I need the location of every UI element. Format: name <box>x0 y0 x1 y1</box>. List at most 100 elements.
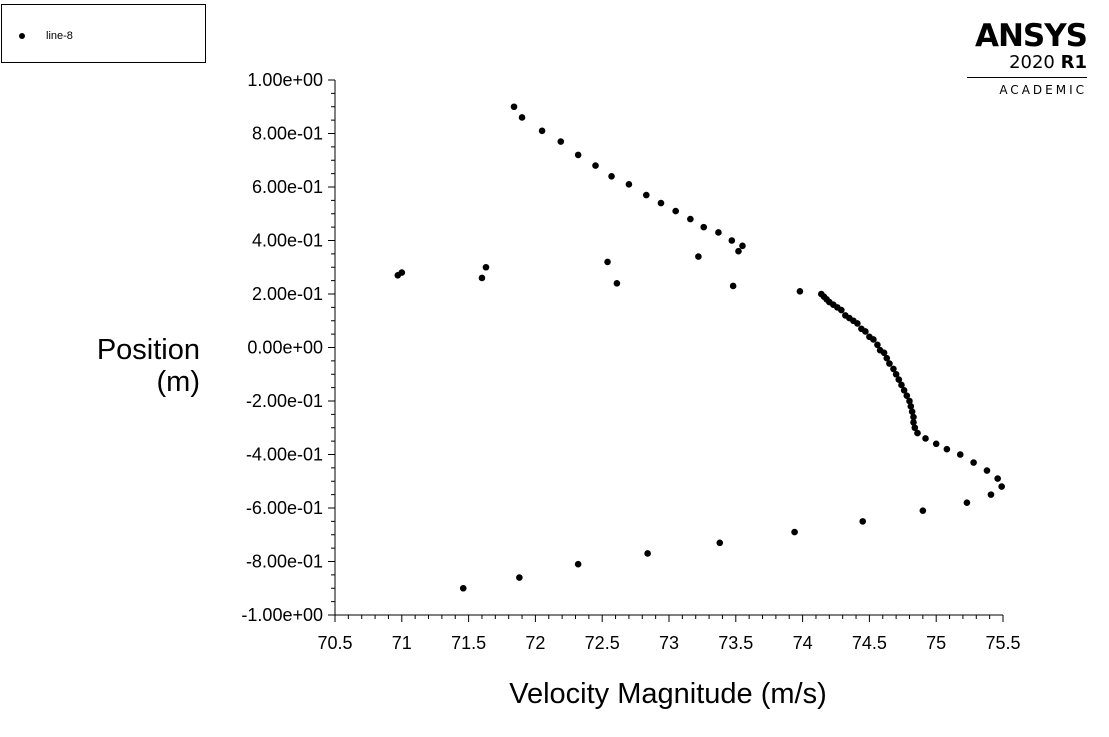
data-point <box>859 518 867 525</box>
data-point <box>932 440 940 448</box>
data-point <box>943 445 951 453</box>
x-tick-label: 74.5 <box>852 633 887 653</box>
y-tick-label: -6.00e-01 <box>246 498 323 518</box>
data-point <box>910 413 917 421</box>
data-point <box>657 199 665 207</box>
data-point <box>538 127 546 135</box>
data-point <box>914 429 921 437</box>
data-point <box>516 574 523 581</box>
x-tick-label: 73 <box>659 633 679 653</box>
data-points <box>394 103 1005 592</box>
data-point <box>478 274 486 282</box>
x-tick-label: 72.5 <box>585 633 620 653</box>
y-tick-label: -1.00e+00 <box>241 605 323 625</box>
y-axis-title-line1: Position <box>97 334 200 366</box>
logo-release: R1 <box>1060 52 1087 73</box>
data-point <box>672 207 679 215</box>
data-point <box>880 349 888 357</box>
x-tick-label: 71.5 <box>451 633 486 653</box>
data-point <box>922 435 929 442</box>
data-point <box>791 528 798 536</box>
y-tick-label: 2.00e-01 <box>252 284 323 304</box>
x-tick-label: 74 <box>793 633 813 653</box>
data-point <box>998 483 1005 490</box>
data-point <box>838 306 845 314</box>
data-point <box>574 151 582 159</box>
data-point <box>874 341 881 349</box>
data-point <box>796 288 804 295</box>
data-point <box>728 237 736 244</box>
data-point <box>903 392 911 399</box>
legend-marker-icon <box>19 33 25 39</box>
data-point <box>625 181 633 188</box>
data-point <box>604 258 611 266</box>
logo-version: 2020 R1 <box>967 52 1087 78</box>
data-point <box>892 370 900 378</box>
data-point <box>459 584 467 592</box>
logo-version-year: 2020 <box>1009 52 1055 73</box>
data-point <box>956 451 964 458</box>
data-point <box>574 560 582 568</box>
y-axis-title-line2: (m) <box>157 366 200 398</box>
data-point <box>963 499 971 506</box>
logo-edition: ACADEMIC <box>999 83 1087 97</box>
data-point <box>398 269 406 276</box>
data-point <box>886 360 893 367</box>
data-point <box>987 491 995 498</box>
x-tick-label: 73.5 <box>718 633 753 653</box>
data-point <box>919 507 927 514</box>
x-tick-label: 71 <box>392 633 412 653</box>
chart-axes <box>334 80 1003 616</box>
data-point <box>482 263 490 271</box>
data-point <box>983 467 991 474</box>
x-tick-label: 70.5 <box>317 633 352 653</box>
data-point <box>854 320 861 327</box>
y-tick-label: 0.00e+00 <box>247 338 323 358</box>
data-point <box>862 328 869 335</box>
data-point <box>518 114 526 121</box>
y-tick-label: -2.00e-01 <box>246 391 323 411</box>
data-point <box>900 387 908 394</box>
chart-ticks: 1.00e+00 8.00e-01 6.00e-01 4.00e-01 2.00e-01… <box>241 70 1020 653</box>
y-tick-label: 8.00e-01 <box>252 124 323 144</box>
data-point <box>700 223 708 231</box>
data-point <box>870 336 877 343</box>
x-axis-title: Velocity Magnitude (m/s) <box>509 678 827 710</box>
data-point <box>906 397 913 405</box>
y-tick-label: 6.00e-01 <box>252 177 323 197</box>
x-tick-label: 72 <box>525 633 545 653</box>
data-point <box>642 191 650 199</box>
data-point <box>715 229 722 236</box>
data-point <box>739 242 746 250</box>
data-point <box>908 408 916 416</box>
data-point <box>883 354 891 362</box>
data-point <box>898 381 905 389</box>
data-point <box>994 475 1001 482</box>
ansys-logo: ANSYS 2020 R1 ACADEMIC <box>967 18 1088 100</box>
data-point <box>695 253 702 260</box>
data-point <box>890 365 897 373</box>
data-point <box>910 419 917 426</box>
data-point <box>613 280 621 287</box>
data-point <box>687 215 694 223</box>
data-point <box>970 459 977 466</box>
data-point <box>592 162 599 169</box>
legend-label: line-8 <box>46 30 73 42</box>
y-tick-label: 1.00e+00 <box>247 70 323 90</box>
data-point <box>911 424 919 432</box>
data-point <box>729 282 737 290</box>
data-point <box>907 403 915 410</box>
data-point <box>557 138 565 145</box>
data-point <box>644 550 651 557</box>
logo-brand: ANSYS <box>974 18 1088 54</box>
data-point <box>608 173 615 180</box>
y-tick-label: -8.00e-01 <box>246 552 323 572</box>
y-tick-label: 4.00e-01 <box>252 231 323 251</box>
y-tick-label: -4.00e-01 <box>246 445 323 465</box>
x-tick-label: 75.5 <box>985 633 1020 653</box>
legend: line-8 <box>1 4 206 63</box>
data-point <box>716 539 724 547</box>
x-tick-label: 75 <box>926 633 946 653</box>
data-point <box>735 247 742 255</box>
